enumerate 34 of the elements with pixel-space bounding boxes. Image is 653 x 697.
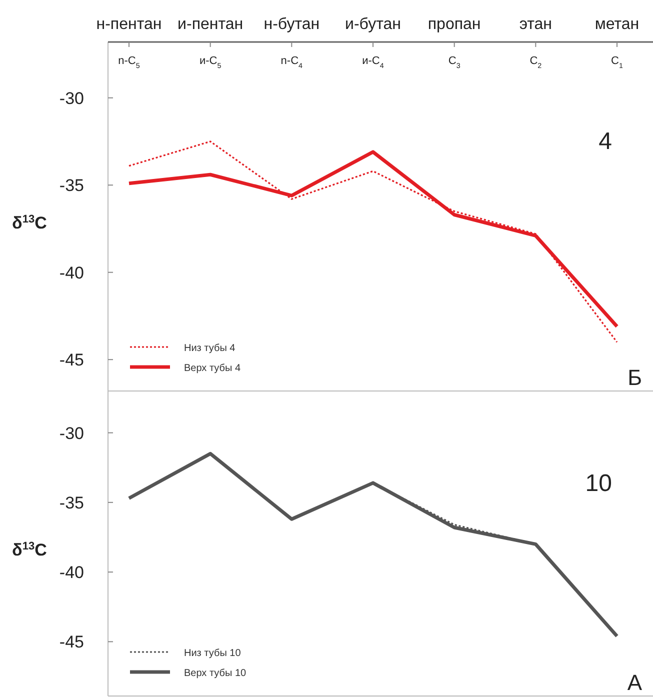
y-axis-title: δ$^{13}$C xyxy=(12,214,47,232)
legend-label: Верх тубы 4 xyxy=(184,363,241,374)
x-tick-label: и-бутан xyxy=(345,16,401,33)
legend-label: Низ тубы 4 xyxy=(184,343,236,354)
x-tick-label: этан xyxy=(519,16,552,33)
y-tick-label: -30 xyxy=(59,424,84,443)
y-tick-label: -30 xyxy=(59,88,84,108)
text: 4 xyxy=(598,128,612,155)
annotation: Б xyxy=(628,365,642,390)
annotation: n-C$_{5}$ xyxy=(118,55,140,70)
y-tick-label: -45 xyxy=(59,350,84,370)
annotation: и-C$_{4}$ xyxy=(362,55,384,70)
x-tick-label: пропан xyxy=(428,16,481,33)
x-tick-label: и-пентан xyxy=(178,16,244,33)
x-tick-label: н-пентан xyxy=(96,16,162,33)
annotation: C$_{1}$ xyxy=(611,55,623,70)
annotation: 10 xyxy=(585,470,612,497)
y-tick-label: -35 xyxy=(59,493,84,512)
y-tick-label: -45 xyxy=(59,632,84,652)
annotation: А xyxy=(627,670,642,695)
annotation: C$_{2}$ xyxy=(530,55,542,70)
legend-label: Низ тубы 10 xyxy=(184,648,242,659)
y-tick-label: -35 xyxy=(59,176,84,196)
text: n-C xyxy=(280,55,299,67)
y-tick-label: -40 xyxy=(59,263,84,282)
x-tick-label: метан xyxy=(594,16,640,33)
legend-label: Верх тубы 10 xyxy=(184,668,247,679)
y-axis-title: δ$^{13}$C xyxy=(12,540,47,560)
line-series xyxy=(127,452,619,638)
annotation: C$_{3}$ xyxy=(448,55,460,70)
annotation: 4 xyxy=(298,62,303,70)
x-tick-label: н-бутан xyxy=(264,16,320,33)
annotation: и-C$_{5}$ xyxy=(199,55,222,70)
y-tick-label: -40 xyxy=(59,563,84,582)
